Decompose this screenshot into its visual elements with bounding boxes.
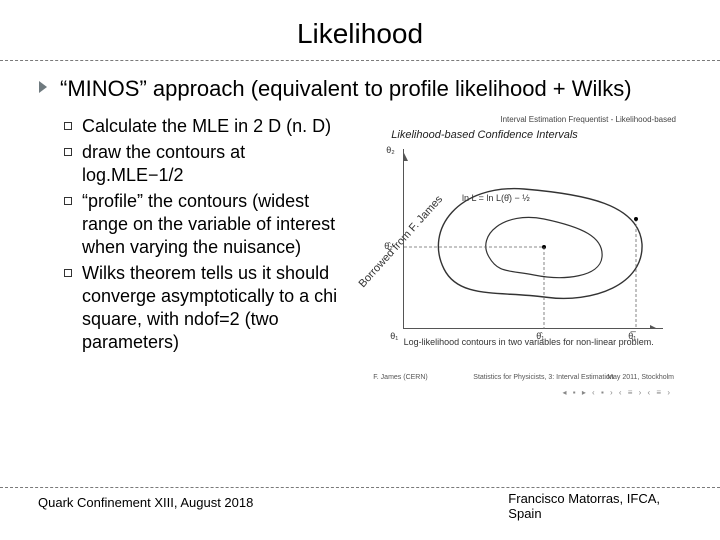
sub-bullet-text: “profile” the contours (widest range on …	[82, 190, 341, 259]
footer-right-line2: Spain	[508, 506, 541, 521]
footer-right: Francisco Matorras, IFCA, Spain	[508, 491, 660, 522]
svg-text:ln L = ln L(θ̂) − ½: ln L = ln L(θ̂) − ½	[462, 193, 530, 203]
square-bullet-icon	[64, 148, 72, 156]
list-item: draw the contours at log.MLE−1/2	[64, 141, 341, 187]
list-item: Calculate the MLE in 2 D (n. D)	[64, 115, 341, 138]
figure: Interval Estimation Frequentist - Likeli…	[353, 115, 684, 405]
sub-bullet-text: draw the contours at log.MLE−1/2	[82, 141, 341, 187]
chevron-icon	[36, 79, 52, 95]
left-column: Calculate the MLE in 2 D (n. D) draw the…	[36, 115, 341, 405]
y-axis-label: θ₂	[386, 145, 395, 155]
square-bullet-icon	[64, 197, 72, 205]
plot-area: ln L = ln L(θ̂) − ½ θ₂ θ̂₂ θ₁ θ̂₁ θ̅₁	[403, 149, 663, 329]
main-bullet: “MINOS” approach (equivalent to profile …	[36, 75, 684, 103]
figure-footer-mid: Statistics for Physicists, 3: Interval E…	[473, 374, 613, 381]
contour-plot-svg: ln L = ln L(θ̂) − ½	[404, 149, 664, 329]
slide-title: Likelihood	[36, 18, 684, 50]
sub-bullet-text: Wilks theorem tells us it should converg…	[82, 262, 341, 354]
figure-nav-icons: ◂ ▪ ▸ ‹ ▪ › ‹ ≡ › ‹ ≡ ›	[563, 388, 672, 397]
main-bullet-text: “MINOS” approach (equivalent to profile …	[60, 75, 632, 103]
list-item: Wilks theorem tells us it should converg…	[64, 262, 341, 354]
top-divider	[0, 60, 720, 61]
list-item: “profile” the contours (widest range on …	[64, 190, 341, 259]
footer-divider	[0, 487, 720, 488]
figure-footer-left: F. James (CERN)	[373, 374, 427, 381]
square-bullet-icon	[64, 122, 72, 130]
right-column: Interval Estimation Frequentist - Likeli…	[353, 115, 684, 405]
footer-left: Quark Confinement XIII, August 2018	[38, 495, 253, 510]
figure-header-main: Likelihood-based Confidence Intervals	[391, 129, 578, 141]
theta2-hat-label: θ̂₂	[384, 241, 393, 251]
sub-bullet-text: Calculate the MLE in 2 D (n. D)	[82, 115, 331, 138]
footer-right-line1: Francisco Matorras, IFCA,	[508, 491, 660, 506]
sub-bullet-list: Calculate the MLE in 2 D (n. D) draw the…	[36, 115, 341, 354]
square-bullet-icon	[64, 269, 72, 277]
figure-caption: Log-likelihood contours in two variables…	[373, 337, 684, 349]
figure-header-right: Interval Estimation Frequentist - Likeli…	[500, 115, 676, 124]
figure-footer-right: May 2011, Stockholm	[607, 374, 674, 381]
